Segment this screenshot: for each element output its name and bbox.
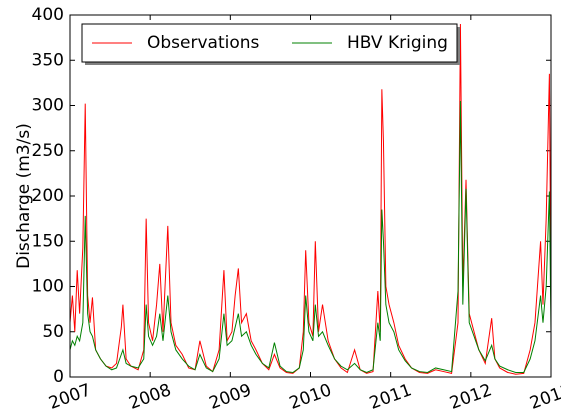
legend-box — [81, 23, 458, 63]
x-tick-label: 2010 — [287, 380, 334, 414]
y-tick-label: 350 — [32, 50, 64, 70]
y-tick-label: 100 — [32, 277, 64, 297]
y-tick-label: 150 — [32, 231, 64, 251]
legend-label: Observations — [147, 33, 260, 53]
series-line — [70, 24, 551, 375]
x-tick-label: 2011 — [367, 380, 414, 414]
x-tick-label: 2009 — [207, 380, 254, 414]
y-tick-label: 400 — [32, 5, 64, 25]
y-tick-label: 300 — [32, 96, 64, 116]
y-tick-label: 250 — [32, 141, 64, 161]
y-tick-label: 50 — [42, 322, 64, 342]
y-tick-label: 0 — [53, 367, 64, 387]
y-axis-label: Discharge (m3/s) — [14, 123, 34, 269]
series-line — [70, 100, 551, 374]
y-tick-label: 200 — [32, 186, 64, 206]
plot-frame — [69, 14, 552, 378]
x-tick-label: 2013 — [527, 380, 561, 414]
legend-label: HBV Kriging — [347, 33, 448, 53]
x-tick-label: 2008 — [126, 380, 173, 414]
x-tick-label: 2012 — [447, 380, 494, 414]
